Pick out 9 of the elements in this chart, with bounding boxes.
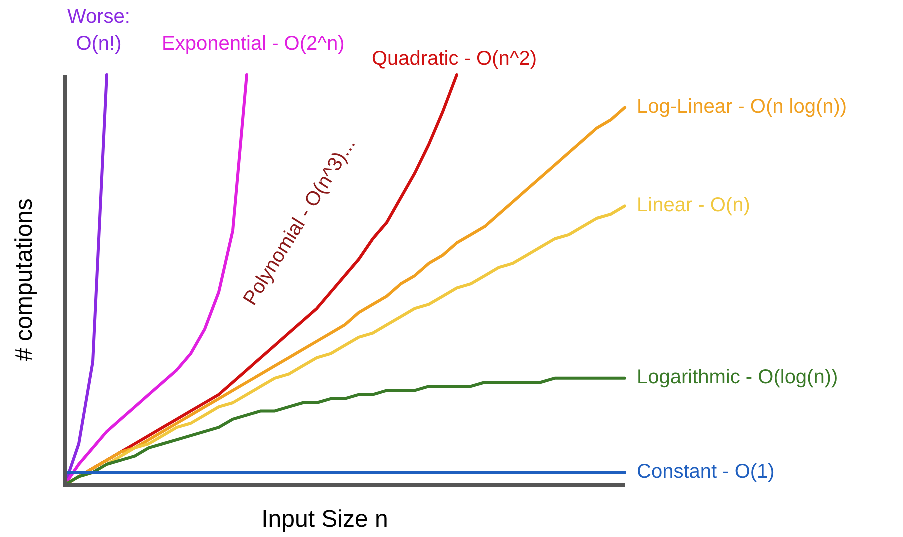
series-label: Worse: O(n!) [68, 6, 130, 55]
series-label: Log-Linear - O(n log(n)) [637, 96, 848, 118]
series-label: Linear - O(n) [637, 194, 750, 216]
x-axis-title: Input Size n [262, 506, 388, 533]
series-label: Logarithmic - O(log(n)) [637, 366, 838, 389]
y-axis-title: # computations [11, 198, 38, 362]
series-label: Constant - O(1) [637, 460, 775, 483]
series-label: Quadratic - O(n^2) [372, 48, 537, 70]
series-label: Exponential - O(2^n) [162, 33, 345, 55]
